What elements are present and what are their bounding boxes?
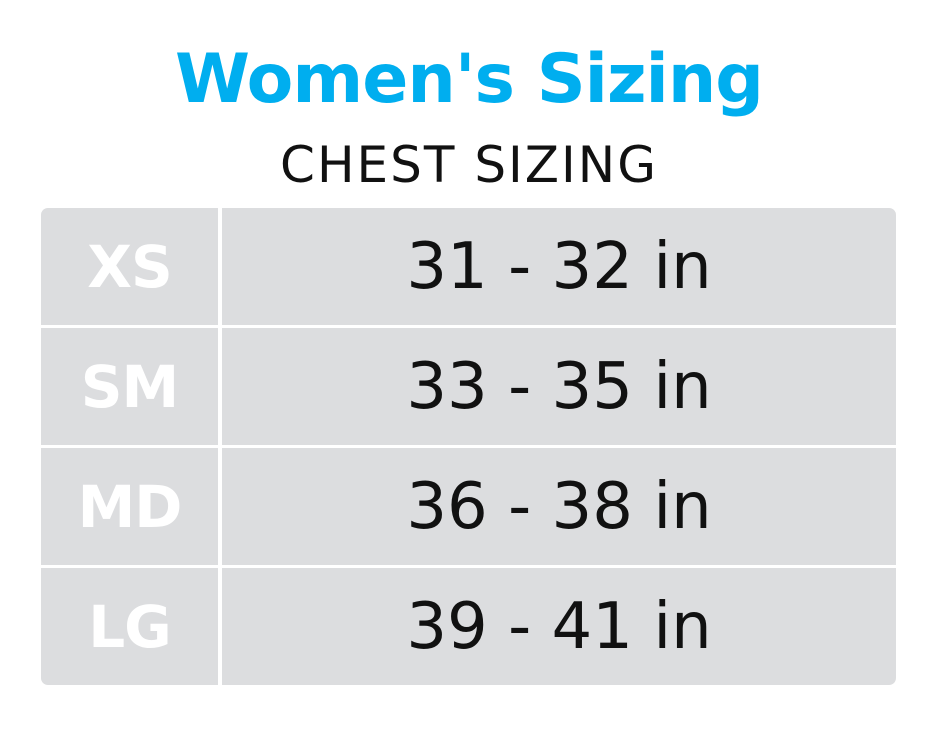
chest-range: 39 - 41 in — [222, 568, 896, 685]
size-label: XS — [41, 208, 218, 325]
table-row: LG 39 - 41 in — [41, 568, 896, 685]
chest-range: 33 - 35 in — [222, 328, 896, 445]
sizing-table: XS 31 - 32 in SM 33 - 35 in MD 36 - 38 i… — [41, 208, 896, 685]
table-row: SM 33 - 35 in — [41, 328, 896, 445]
page-title: Women's Sizing — [175, 40, 764, 119]
table-row: XS 31 - 32 in — [41, 208, 896, 325]
size-label: SM — [41, 328, 218, 445]
chest-range: 36 - 38 in — [222, 448, 896, 565]
page-subtitle: CHEST SIZING — [280, 136, 658, 194]
chest-range: 31 - 32 in — [222, 208, 896, 325]
size-label: MD — [41, 448, 218, 565]
table-row: MD 36 - 38 in — [41, 448, 896, 565]
size-label: LG — [41, 568, 218, 685]
